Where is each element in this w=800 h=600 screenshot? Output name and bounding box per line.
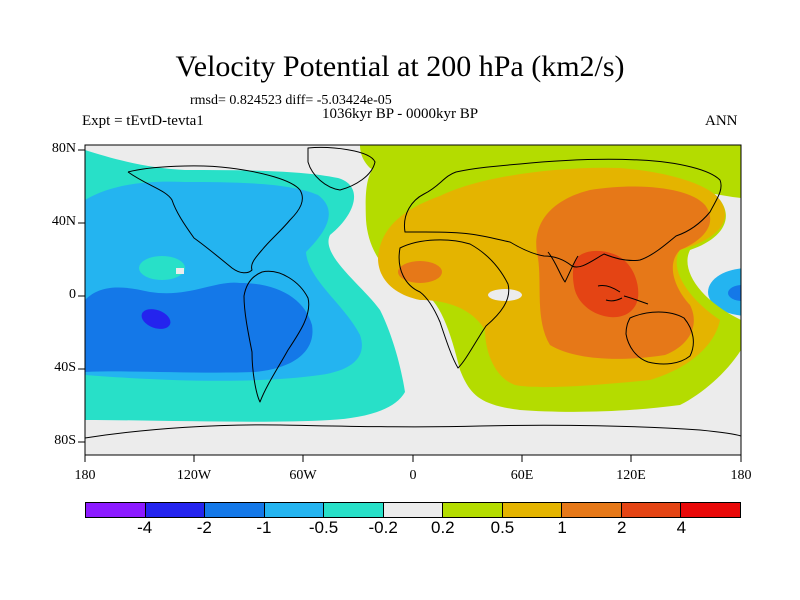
lat-label-40s: 40S [54, 360, 76, 375]
colorbar-label: -1 [256, 518, 272, 537]
south-america-coast [243, 270, 310, 403]
lat-label-40n: 40N [51, 214, 76, 229]
time-period: 1036kyr BP - 0000kyr BP [322, 106, 479, 122]
australia-coast [625, 311, 694, 365]
colorbar-swatch [621, 503, 682, 517]
axis-ticks [78, 149, 742, 462]
colorbar-swatch [383, 503, 444, 517]
north-america-coast [127, 165, 303, 274]
colorbar-swatch [264, 503, 325, 517]
colorbar-swatch [86, 503, 146, 517]
lat-label-0: 0 [69, 287, 76, 302]
colorbar [85, 502, 741, 518]
colorbar-label: -4 [137, 518, 153, 537]
lon-label-180e: 180 [730, 468, 752, 483]
indonesia-islands [597, 285, 649, 305]
field-neg-1 [85, 282, 313, 373]
colorbar-label: 1 [557, 518, 567, 537]
field-neutral-africa [488, 289, 522, 301]
colorbar-swatch [205, 503, 265, 517]
experiment-label: Expt = tEvtD-tevta1 [82, 113, 204, 129]
colorbar-label: -0.5 [308, 518, 339, 537]
lon-label-180w: 180 [74, 468, 96, 483]
coastlines [84, 147, 742, 439]
colorbar-label: 2 [616, 518, 627, 537]
lon-label-120e: 120E [616, 468, 646, 483]
colorbar-swatch [502, 503, 563, 517]
colorbar-label: 4 [676, 518, 687, 537]
eurasia-coast [403, 158, 722, 268]
colorbar-label: -0.2 [368, 518, 398, 537]
field-neg-2 [141, 309, 171, 329]
africa-coast [398, 239, 510, 369]
lat-label-80s: 80S [54, 433, 76, 448]
colorbar-label: -2 [196, 518, 212, 537]
lon-label-60w: 60W [289, 468, 317, 483]
colorbar-swatch [681, 503, 741, 517]
plot-title: Velocity Potential at 200 hPa (km2/s) [175, 50, 625, 83]
field-neg-right [708, 268, 741, 316]
field-neutral-south [460, 429, 741, 455]
lon-label-120w: 120W [176, 468, 212, 483]
field-neg-right-inner [728, 285, 741, 301]
rmsd-diff-stats: rmsd= 0.824523 diff= -5.03424e-05 [190, 93, 392, 108]
season-label: ANN [705, 113, 738, 129]
colorbar-swatch [145, 503, 206, 517]
colorbar-label: 0.2 [430, 518, 455, 537]
colorbar-label: 0.5 [490, 518, 515, 537]
lon-label-0: 0 [409, 468, 417, 483]
antarctica-coast [84, 424, 742, 439]
colorbar-swatch [443, 503, 503, 517]
colorbar-swatch [562, 503, 622, 517]
field-pos-2 [572, 250, 639, 318]
lon-label-60e: 60E [510, 468, 534, 483]
field-neg-05-hole [139, 256, 185, 280]
greenland-coast [307, 147, 376, 191]
colorbar-swatch [324, 503, 384, 517]
field-neutral-spot [176, 268, 184, 274]
lat-label-80n: 80N [51, 141, 76, 156]
field-pos-1-africa [398, 261, 442, 283]
india-coast [547, 251, 579, 283]
